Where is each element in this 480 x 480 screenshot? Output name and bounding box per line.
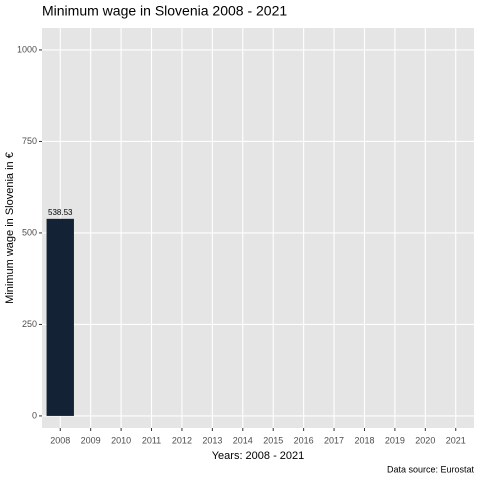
data-label: 538.53	[48, 208, 73, 217]
x-tick-label: 2015	[263, 435, 283, 445]
panel-background	[42, 28, 474, 428]
bar	[46, 218, 74, 416]
x-tick-label: 2012	[172, 435, 192, 445]
x-tick-label: 2013	[202, 435, 222, 445]
x-tick-label: 2011	[142, 435, 161, 445]
y-tick-label: 500	[22, 227, 37, 237]
x-tick-label: 2009	[81, 435, 101, 445]
x-tick-label: 2020	[415, 435, 435, 445]
y-tick-label: 250	[22, 319, 37, 329]
chart-title: Minimum wage in Slovenia 2008 - 2021	[42, 3, 287, 19]
x-tick-label: 2018	[354, 435, 374, 445]
x-tick-label: 2016	[294, 435, 314, 445]
x-tick-label: 2008	[50, 435, 70, 445]
y-tick-label: 1000	[17, 44, 37, 54]
x-axis-title: Years: 2008 - 2021	[212, 450, 305, 462]
x-tick-label: 2021	[446, 435, 466, 445]
caption: Data source: Eurostat	[387, 464, 475, 474]
x-tick-label: 2019	[385, 435, 405, 445]
y-axis-title: Minimum wage in Slovenia in €	[4, 152, 16, 304]
x-tick-label: 2010	[111, 435, 131, 445]
y-tick-label: 750	[22, 136, 37, 146]
x-tick-label: 2017	[324, 435, 344, 445]
x-tick-label: 2014	[233, 435, 253, 445]
y-tick-label: 0	[32, 410, 37, 420]
